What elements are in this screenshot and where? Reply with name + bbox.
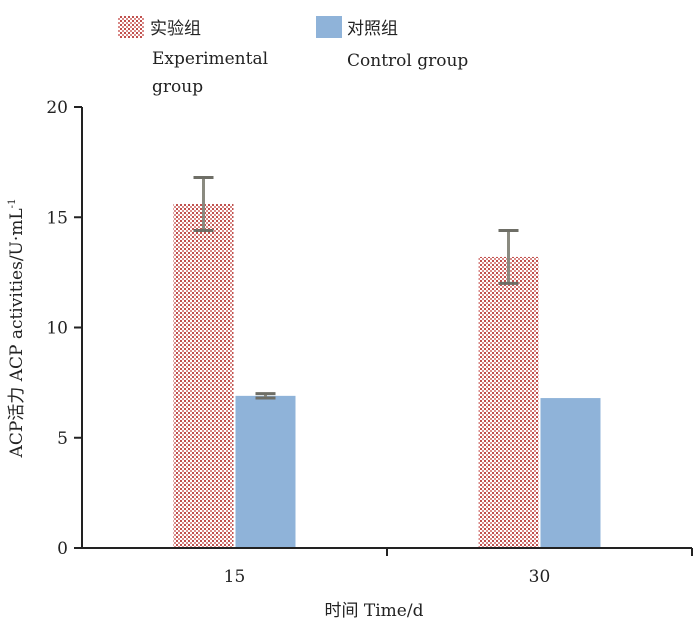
- legend: 实验组 Experimental group 对照组 Control group: [118, 16, 468, 97]
- legend-label-control-en: Control group: [347, 51, 468, 71]
- y-tick-label: 5: [57, 429, 68, 449]
- bar: [173, 204, 234, 548]
- x-tick-label: 15: [224, 567, 246, 587]
- y-tick-label: 10: [46, 319, 68, 339]
- x-axis-title: 时间 Time/d: [325, 601, 424, 621]
- bar: [478, 256, 539, 548]
- legend-label-experimental-en-1: Experimental: [152, 49, 268, 69]
- legend-swatch-control: [316, 16, 342, 38]
- bar: [235, 395, 296, 548]
- y-axis-title-superscript: -1: [7, 199, 18, 209]
- y-tick-label: 20: [46, 98, 68, 118]
- x-tick-label: 30: [529, 567, 551, 587]
- legend-swatch-experimental: [118, 16, 144, 38]
- y-ticks: 0 5 10 15 20: [46, 98, 82, 559]
- bar: [540, 398, 601, 548]
- x-ticks: 15 30: [224, 548, 693, 587]
- y-tick-label: 15: [46, 208, 68, 228]
- y-axis-title: ACP活力 ACP activities/U·mL-1: [7, 199, 27, 459]
- legend-label-control-cn: 对照组: [347, 19, 398, 39]
- error-bars-group: [193, 176, 519, 400]
- y-axis-title-main: ACP活力 ACP activities/U·mL: [7, 208, 27, 458]
- legend-label-experimental-en-2: group: [152, 77, 203, 97]
- bars-group: [173, 204, 601, 548]
- legend-label-experimental-cn: 实验组: [150, 19, 201, 39]
- y-tick-label: 0: [57, 539, 68, 559]
